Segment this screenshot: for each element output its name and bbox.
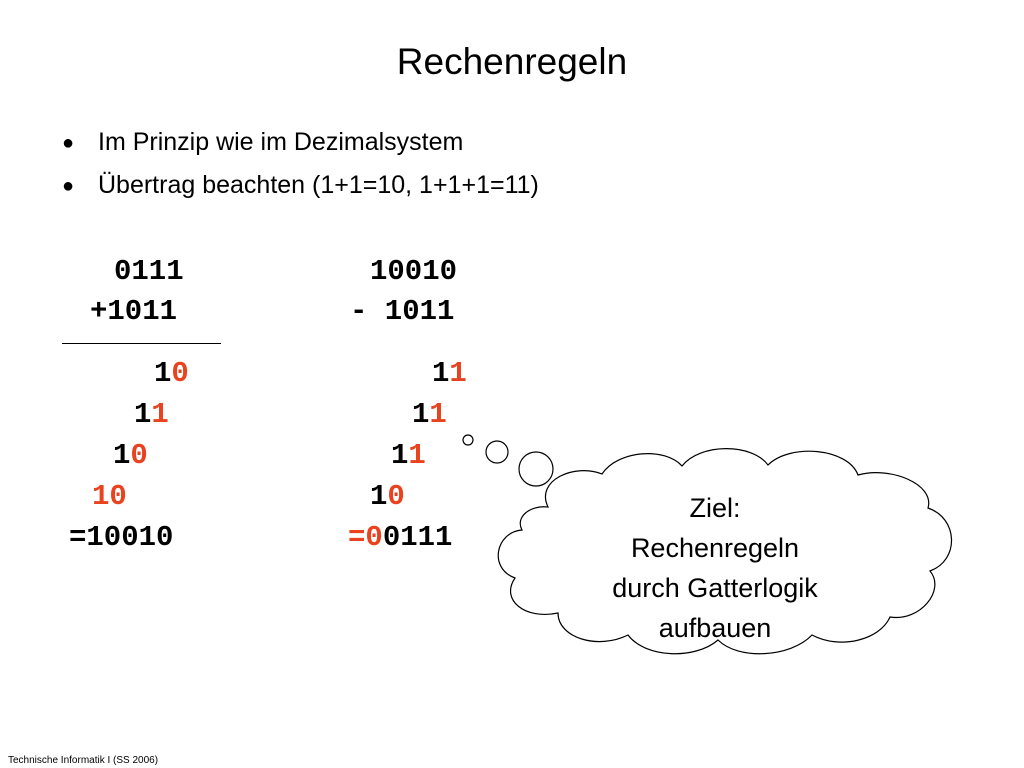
- subtraction-step-1: 11: [432, 357, 467, 392]
- subtraction-result: =00111: [348, 521, 453, 556]
- addition-sum-line: [62, 343, 221, 344]
- step-digit-red: 1: [449, 357, 467, 390]
- thought-bubble-medium: [485, 440, 509, 464]
- bullet-list: ● Im Prinzip wie im Dezimalsystem ● Übertr…: [62, 121, 539, 207]
- step-digit-red: 0: [387, 480, 405, 513]
- addition-step-4: 10: [92, 480, 127, 515]
- thought-cloud-text: Ziel: Rechenregeln durch Gatterlogik auf…: [578, 488, 852, 648]
- step-digit: 1: [134, 398, 152, 431]
- step-digit: 1: [432, 357, 450, 390]
- step-digit: 1: [113, 439, 131, 472]
- bullet-item: ● Übertrag beachten (1+1=10, 1+1+1=11): [62, 164, 539, 207]
- addition-calculation: 0111 +1011 10 11 10 10 =10010: [0, 0, 189, 552]
- slide-title: Rechenregeln: [396, 41, 628, 82]
- step-digit: 1: [154, 357, 172, 390]
- thought-cloud-outline: [497, 448, 953, 655]
- subtraction-step-3: 11: [391, 439, 426, 474]
- bullet-text: Übertrag beachten (1+1=10, 1+1+1=11): [98, 171, 539, 199]
- bullet-item: ● Im Prinzip wie im Dezimalsystem: [62, 121, 539, 164]
- addition-step-1: 10: [154, 357, 189, 392]
- step-digit: 1: [391, 439, 409, 472]
- bullet-dot-icon: ●: [62, 175, 75, 197]
- step-digit-red: 1: [408, 439, 426, 472]
- step-digit-red: 10: [92, 480, 127, 513]
- step-digit-red: 1: [429, 398, 447, 431]
- bullet-dot-icon: ●: [62, 132, 75, 154]
- step-digit-red: 1: [151, 398, 169, 431]
- cloud-line: Rechenregeln: [630, 533, 800, 563]
- subtraction-operand-1: 10010: [370, 255, 458, 288]
- step-digit-red: 0: [130, 439, 148, 472]
- result-prefix-red: =0: [348, 521, 383, 554]
- step-digit-red: 0: [171, 357, 189, 390]
- addition-operand-2: +1011: [90, 295, 178, 328]
- slide-footer: Technische Informatik I (SS 2006): [8, 755, 159, 766]
- cloud-line: aufbauen: [658, 613, 772, 643]
- thought-bubble-large: [518, 451, 554, 487]
- step-digit: 1: [412, 398, 430, 431]
- bullet-text: Im Prinzip wie im Dezimalsystem: [98, 128, 464, 156]
- subtraction-step-4: 10: [370, 480, 405, 515]
- addition-result: =10010: [69, 521, 174, 554]
- subtraction-calculation: 10010 - 1011 11 11 11 10 =00111: [0, 0, 467, 552]
- subtraction-step-2: 11: [412, 398, 447, 433]
- subtraction-operand-2: - 1011: [350, 295, 455, 328]
- cloud-line: durch Gatterlogik: [612, 573, 818, 603]
- thought-bubble-small: [462, 434, 474, 446]
- addition-operand-1: 0111: [114, 255, 184, 288]
- addition-step-2: 11: [134, 398, 169, 433]
- result-digits: 0111: [382, 521, 453, 554]
- cloud-line: Ziel:: [689, 493, 741, 523]
- addition-step-3: 10: [113, 439, 148, 474]
- step-digit: 1: [370, 480, 388, 513]
